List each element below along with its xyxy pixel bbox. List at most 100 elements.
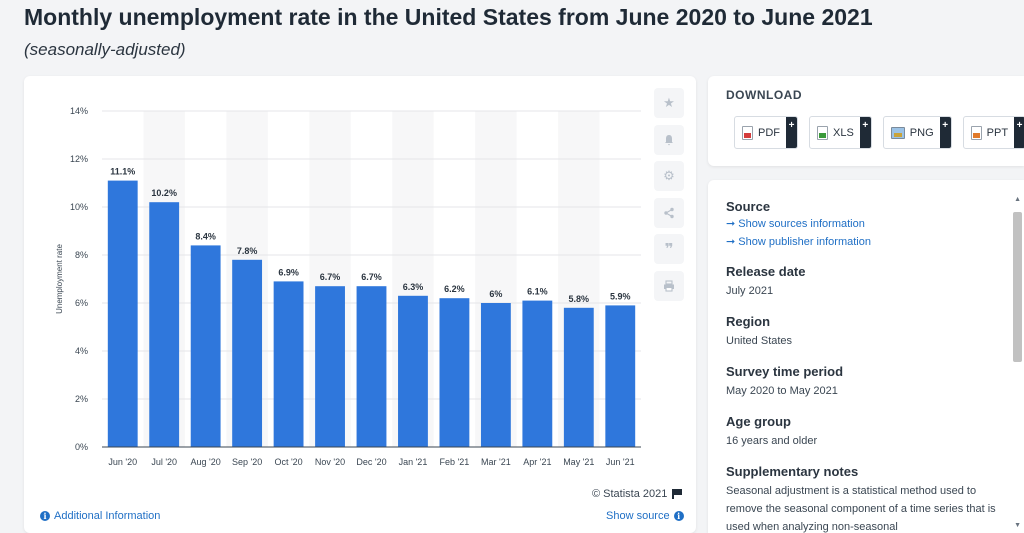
pdf-icon bbox=[742, 125, 753, 140]
png-icon bbox=[890, 126, 905, 139]
bar-value-label: 5.9% bbox=[610, 291, 631, 301]
download-xls-label: XLS bbox=[833, 126, 854, 139]
region-heading: Region bbox=[726, 314, 771, 329]
additional-information-link[interactable]: i Additional Information bbox=[40, 510, 160, 522]
bar bbox=[190, 245, 221, 447]
x-tick-label: Sep '20 bbox=[232, 457, 262, 467]
bar-value-label: 10.2% bbox=[151, 188, 177, 198]
bar-value-label: 6.7% bbox=[361, 272, 382, 282]
share-icon[interactable] bbox=[654, 197, 684, 228]
survey-period-heading: Survey time period bbox=[726, 364, 844, 379]
bar-value-label: 6.1% bbox=[527, 287, 548, 297]
download-png-button[interactable]: PNG + bbox=[882, 116, 952, 149]
x-tick-label: Jun '20 bbox=[108, 457, 137, 467]
page-subtitle: (seasonally-adjusted) bbox=[24, 40, 186, 59]
bar-chart: 0% 2% 4% 6% 8% 10% 12% 14% 11.1% Jun '20 10.2% Jul … bbox=[55, 106, 641, 467]
bell-icon[interactable] bbox=[654, 124, 684, 155]
x-tick-label: Nov '20 bbox=[315, 457, 345, 467]
download-pdf-button[interactable]: PDF + bbox=[734, 116, 798, 149]
info-icon: i bbox=[673, 511, 684, 521]
print-icon[interactable] bbox=[654, 270, 684, 301]
show-source-link[interactable]: Show source i bbox=[606, 510, 684, 522]
bar-value-label: 6.7% bbox=[320, 272, 341, 282]
bar-value-label: 7.8% bbox=[237, 246, 258, 256]
plus-icon: + bbox=[859, 117, 871, 148]
survey-period-value: May 2020 to May 2021 bbox=[726, 385, 838, 397]
bar bbox=[439, 298, 470, 447]
bar bbox=[356, 286, 387, 447]
bar bbox=[315, 286, 345, 447]
y-tick-label: 12% bbox=[70, 154, 88, 164]
bar bbox=[605, 305, 636, 447]
side-toolbar: ★ ⚙ ❞ bbox=[654, 88, 684, 308]
x-tick-label: Jun '21 bbox=[606, 457, 635, 467]
xls-icon bbox=[817, 125, 828, 140]
bar-value-label: 6.3% bbox=[403, 282, 424, 292]
bar bbox=[107, 180, 138, 447]
bar-value-label: 8.4% bbox=[195, 231, 216, 241]
ppt-icon bbox=[970, 125, 982, 140]
show-publisher-link[interactable]: ➞ Show publisher information bbox=[726, 236, 871, 248]
y-axis-title: Unemployment rate bbox=[55, 244, 64, 314]
plus-icon: + bbox=[939, 117, 951, 148]
bar-value-label: 6.2% bbox=[444, 284, 465, 294]
release-date-heading: Release date bbox=[726, 264, 806, 279]
download-xls-button[interactable]: XLS + bbox=[809, 116, 872, 149]
show-sources-link[interactable]: ➞ Show sources information bbox=[726, 218, 865, 230]
supplementary-notes-heading: Supplementary notes bbox=[726, 464, 859, 479]
download-pdf-label: PDF bbox=[758, 126, 780, 139]
y-tick-label: 6% bbox=[75, 298, 88, 308]
scroll-down-icon[interactable]: ▼ bbox=[1014, 522, 1021, 529]
plus-icon: + bbox=[786, 117, 797, 148]
age-group-heading: Age group bbox=[726, 414, 791, 429]
quote-icon[interactable]: ❞ bbox=[654, 234, 684, 265]
x-tick-label: Dec '20 bbox=[356, 457, 386, 467]
x-tick-label: Jul '20 bbox=[151, 457, 177, 467]
y-tick-label: 8% bbox=[75, 250, 88, 260]
age-group-value: 16 years and older bbox=[726, 435, 818, 447]
y-tick-label: 10% bbox=[70, 202, 88, 212]
bar-value-label: 6% bbox=[489, 289, 502, 299]
x-tick-label: Jan '21 bbox=[399, 457, 428, 467]
download-ppt-button[interactable]: PPT + bbox=[962, 116, 1024, 149]
info-icon: i bbox=[40, 511, 50, 521]
statista-credit[interactable]: © Statista 2021 bbox=[592, 488, 682, 500]
y-tick-label: 0% bbox=[75, 442, 88, 452]
bar-value-label: 5.8% bbox=[569, 294, 590, 304]
y-tick-label: 14% bbox=[70, 106, 88, 116]
show-source-label: Show source bbox=[606, 510, 670, 522]
bar bbox=[398, 295, 428, 447]
download-png-label: PNG bbox=[909, 126, 934, 139]
chart-card: 0% 2% 4% 6% 8% 10% 12% 14% 11.1% Jun '20 10.2% Jul … bbox=[24, 76, 696, 533]
scroll-up-icon[interactable]: ▲ bbox=[1014, 196, 1021, 203]
x-tick-label: Feb '21 bbox=[440, 457, 470, 467]
bar bbox=[232, 259, 263, 447]
bar-value-label: 11.1% bbox=[110, 167, 135, 177]
download-ppt-label: PPT bbox=[986, 126, 1009, 139]
scroll-thumb[interactable] bbox=[1013, 212, 1022, 362]
bar bbox=[273, 281, 304, 447]
release-date-value: July 2021 bbox=[726, 285, 774, 297]
x-tick-label: Oct '20 bbox=[274, 457, 302, 467]
bar bbox=[522, 300, 553, 447]
x-tick-label: May '21 bbox=[563, 457, 594, 467]
y-tick-label: 2% bbox=[75, 394, 88, 404]
bar-value-label: 6.9% bbox=[278, 267, 299, 277]
credit-text: © Statista 2021 bbox=[592, 488, 668, 500]
scrollbar[interactable]: ▲ ▼ bbox=[1010, 190, 1024, 533]
x-tick-label: Apr '21 bbox=[523, 457, 551, 467]
x-tick-label: Mar '21 bbox=[481, 457, 511, 467]
download-title: DOWNLOAD bbox=[726, 88, 802, 102]
download-panel: DOWNLOAD PDF + XLS + PNG + PPT + bbox=[708, 76, 1024, 166]
statistic-info-panel: Source ➞ Show sources information ➞ Show… bbox=[708, 180, 1024, 533]
region-value: United States bbox=[726, 335, 793, 347]
flag-icon bbox=[672, 489, 682, 499]
source-heading: Source bbox=[726, 199, 771, 214]
gear-icon[interactable]: ⚙ bbox=[654, 161, 684, 192]
additional-information-label: Additional Information bbox=[54, 510, 161, 522]
plus-icon: + bbox=[1014, 117, 1024, 148]
bar bbox=[480, 303, 511, 447]
bar bbox=[563, 307, 594, 447]
star-icon[interactable]: ★ bbox=[654, 88, 684, 118]
page-title: Monthly unemployment rate in the United … bbox=[24, 4, 873, 30]
